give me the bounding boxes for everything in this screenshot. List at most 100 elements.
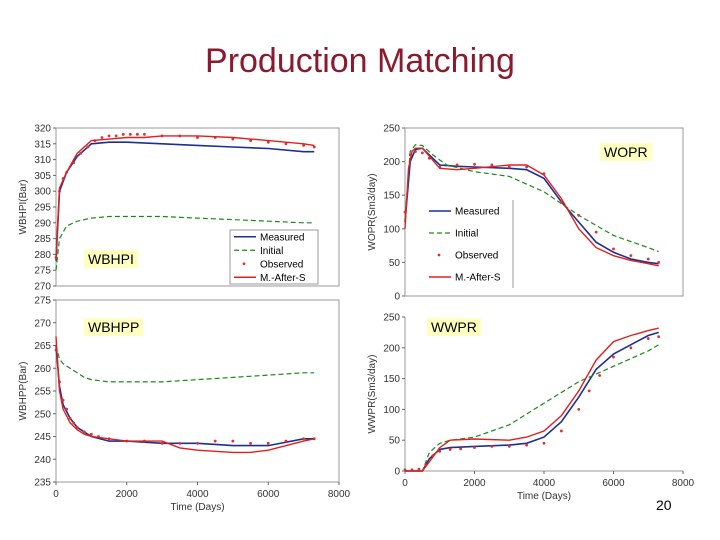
wbhpi-observed-point [107, 134, 111, 138]
wbhpi-legend-entry: Initial [260, 246, 283, 257]
wbhpi-series-initial [55, 215, 315, 271]
wwpr-y-tick-label: 50 [389, 436, 401, 447]
wwpr-observed-point [598, 374, 601, 377]
wbhpp-series-after [55, 336, 315, 454]
wwpr-observed-point [490, 444, 494, 448]
wopr-legend-entry: Observed [455, 251, 498, 262]
wbhpi-y-axis-label: WBHPI(Bar) [18, 180, 29, 235]
wbhpi-y-tick-label: 295 [34, 203, 51, 214]
wwpr-observed-point [473, 446, 476, 449]
wbhpi-series-after [55, 135, 315, 258]
wbhpp-x-axis-label: Time (Days) [170, 502, 224, 513]
wopr-observed-point [507, 165, 511, 169]
wbhpp-observed-point [196, 441, 199, 445]
wwpr-y-tick-label: 0 [394, 467, 400, 478]
wbhpp-x-tick-label: 8000 [328, 489, 351, 500]
wwpr-observed-point [542, 441, 546, 445]
wbhpi-observed-point [121, 132, 125, 136]
wbhpp-observed-point [160, 441, 164, 445]
wopr-observed-point [594, 230, 598, 234]
wopr-observed-point [612, 247, 615, 251]
wwpr-observed-point [459, 447, 462, 451]
wwpr-x-axis-label: Time (Days) [517, 491, 571, 502]
wopr-observed-point [473, 162, 476, 166]
wbhpp-observed-point [249, 441, 252, 445]
page-number: 20 [656, 497, 672, 513]
wbhpp-y-tick-label: 235 [34, 478, 51, 489]
wwpr-x-tick-label: 2000 [463, 478, 486, 489]
wopr-y-tick-label: 150 [383, 191, 400, 202]
wbhpi-y-tick-label: 310 [34, 155, 51, 166]
wbhpi-legend-box [229, 229, 319, 285]
wbhpi-legend: Measured Initial Observed M.-After-S [229, 229, 319, 285]
wbhpi-y-tick-label: 285 [34, 234, 51, 245]
wbhpi-y-tick-label: 320 [34, 124, 51, 135]
wwpr-observed-point [577, 408, 581, 411]
wopr-legend-swatch [437, 253, 441, 257]
wopr-observed-point [646, 257, 650, 261]
wbhpi-legend-entry: M.-After-S [260, 273, 306, 284]
wbhpi-y-tick-label: 305 [34, 171, 51, 182]
wopr-legend: Measured Initial Observed M.-After-S [429, 200, 514, 288]
wwpr-observed-point [646, 337, 650, 340]
wopr-label: WOPR [600, 143, 652, 161]
wwpr-y-tick-label: 100 [383, 405, 400, 416]
slide-title: Production Matching [205, 42, 515, 80]
wwpr-observed-point [507, 444, 511, 448]
wbhpp-observed-point [68, 416, 72, 420]
wbhpi-y-tick-label: 275 [34, 266, 51, 277]
wbhpi-y-tick-label: 315 [34, 139, 51, 150]
wbhpi-observed-point [196, 136, 199, 139]
wopr-y-tick-label: 0 [394, 292, 400, 303]
wbhpp-y-tick-label: 275 [34, 296, 51, 307]
wbhpi-y-tick-label: 270 [34, 282, 51, 293]
wopr-y-tick-label: 100 [383, 224, 400, 235]
wwpr-x-tick-label: 8000 [672, 478, 695, 489]
wopr-y-tick-label: 250 [383, 124, 400, 135]
wwpr-observed-point [448, 448, 452, 451]
wwpr-series-measured [405, 331, 659, 472]
wbhpp-y-tick-label: 265 [34, 341, 51, 352]
wopr-observed-point [420, 151, 424, 155]
wbhpp-y-tick-label: 240 [34, 455, 51, 466]
wopr-y-tick-label: 50 [389, 258, 401, 269]
wbhpp-y-tick-label: 260 [34, 364, 51, 375]
wbhpi-observed-point [114, 134, 118, 138]
wbhpi-y-tick-label: 280 [34, 250, 51, 261]
wwpr-observed-point [417, 467, 421, 471]
wbhpp-label: WBHPP [84, 318, 144, 336]
wbhpp-observed-point [65, 407, 69, 411]
wbhpp-observed-point [61, 398, 65, 402]
wopr-observed-point [490, 163, 494, 167]
wbhpp-y-tick-label: 270 [34, 318, 51, 329]
wwpr-observed-point [587, 389, 591, 393]
wwpr-x-tick-label: 0 [402, 478, 408, 489]
wbhpp-x-tick-label: 6000 [257, 489, 280, 500]
wbhpp-observed-point [89, 432, 93, 436]
wbhpi-observed-point [128, 132, 132, 136]
wwpr-observed-point [438, 449, 442, 453]
wwpr-series-initial [405, 344, 660, 472]
wopr-observed-point [414, 150, 417, 153]
wbhpp-x-tick-label: 4000 [186, 489, 209, 500]
wopr-chart: 0 50 100 150 200 250 WOPR(Sm3/day) Measured Init… [367, 124, 684, 303]
wopr-observed-point [629, 254, 633, 258]
wwpr-y-axis-label: WWPR(Sm3/day) [367, 355, 378, 434]
wopr-observed-point [455, 163, 459, 167]
wwpr-x-tick-label: 4000 [533, 478, 556, 489]
wbhpp-observed-point [72, 421, 76, 425]
wopr-legend-entry: Initial [455, 229, 478, 240]
wbhpi-legend-swatch [242, 262, 246, 266]
wbhpi-observed-point [231, 137, 235, 141]
wbhpp-y-tick-label: 245 [34, 432, 51, 443]
wbhpi-label: WBHPI [84, 250, 138, 268]
wbhpi-observed-point [135, 132, 139, 136]
wbhpi-legend-entry: Measured [260, 232, 304, 243]
wbhpp-x-tick-label: 0 [53, 489, 59, 500]
wopr-y-axis-label: WOPR(Sm3/day) [367, 173, 378, 250]
wbhpi-observed-point [249, 139, 252, 143]
wwpr-observed-point [612, 355, 615, 359]
wbhpi-y-tick-label: 300 [34, 187, 51, 198]
wbhpi-observed-point [302, 143, 306, 147]
wbhpp-observed-point [266, 441, 270, 445]
